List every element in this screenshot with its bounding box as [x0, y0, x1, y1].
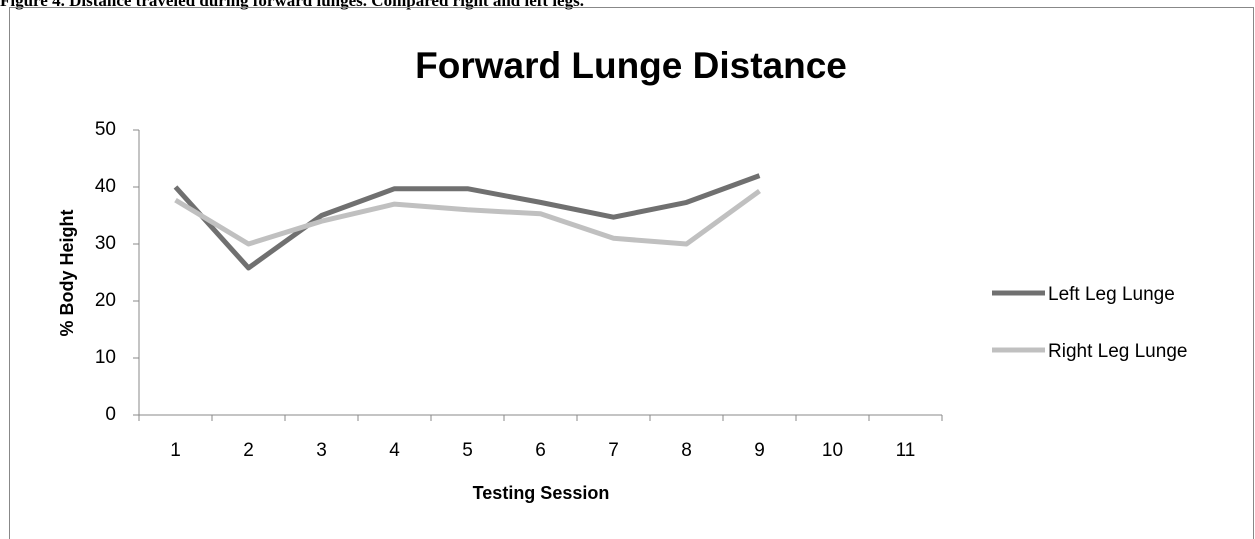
legend-label: Right Leg Lunge	[1048, 341, 1187, 362]
x-tick-label: 11	[896, 440, 916, 461]
x-tick-label: 7	[608, 440, 619, 461]
caption: Figure 4. Distance traveled during forwa…	[0, 0, 584, 10]
x-tick-label: 4	[389, 440, 400, 461]
x-tick-label: 2	[243, 440, 254, 461]
chart-title: Forward Lunge Distance	[415, 45, 847, 86]
y-tick-label: 10	[95, 347, 116, 368]
series-line	[173, 173, 761, 271]
y-tick-label: 20	[95, 290, 116, 311]
x-tick-label: 8	[681, 440, 692, 461]
legend-label: Left Leg Lunge	[1048, 284, 1175, 305]
x-tick-label: 10	[822, 440, 843, 461]
series-line	[174, 188, 761, 247]
chart-frame	[9, 7, 1254, 539]
y-tick-label: 40	[95, 176, 116, 197]
y-tick-label: 50	[95, 119, 116, 140]
x-tick-label: 1	[170, 440, 181, 461]
y-axis-label: % Body Height	[57, 209, 77, 336]
x-axis-label: Testing Session	[473, 483, 610, 503]
x-tick-label: 3	[316, 440, 327, 461]
x-tick-label: 5	[462, 440, 473, 461]
x-tick-label: 9	[754, 440, 765, 461]
y-tick-label: 30	[95, 233, 116, 254]
y-tick-label: 0	[105, 404, 116, 425]
x-tick-label: 6	[535, 440, 546, 461]
